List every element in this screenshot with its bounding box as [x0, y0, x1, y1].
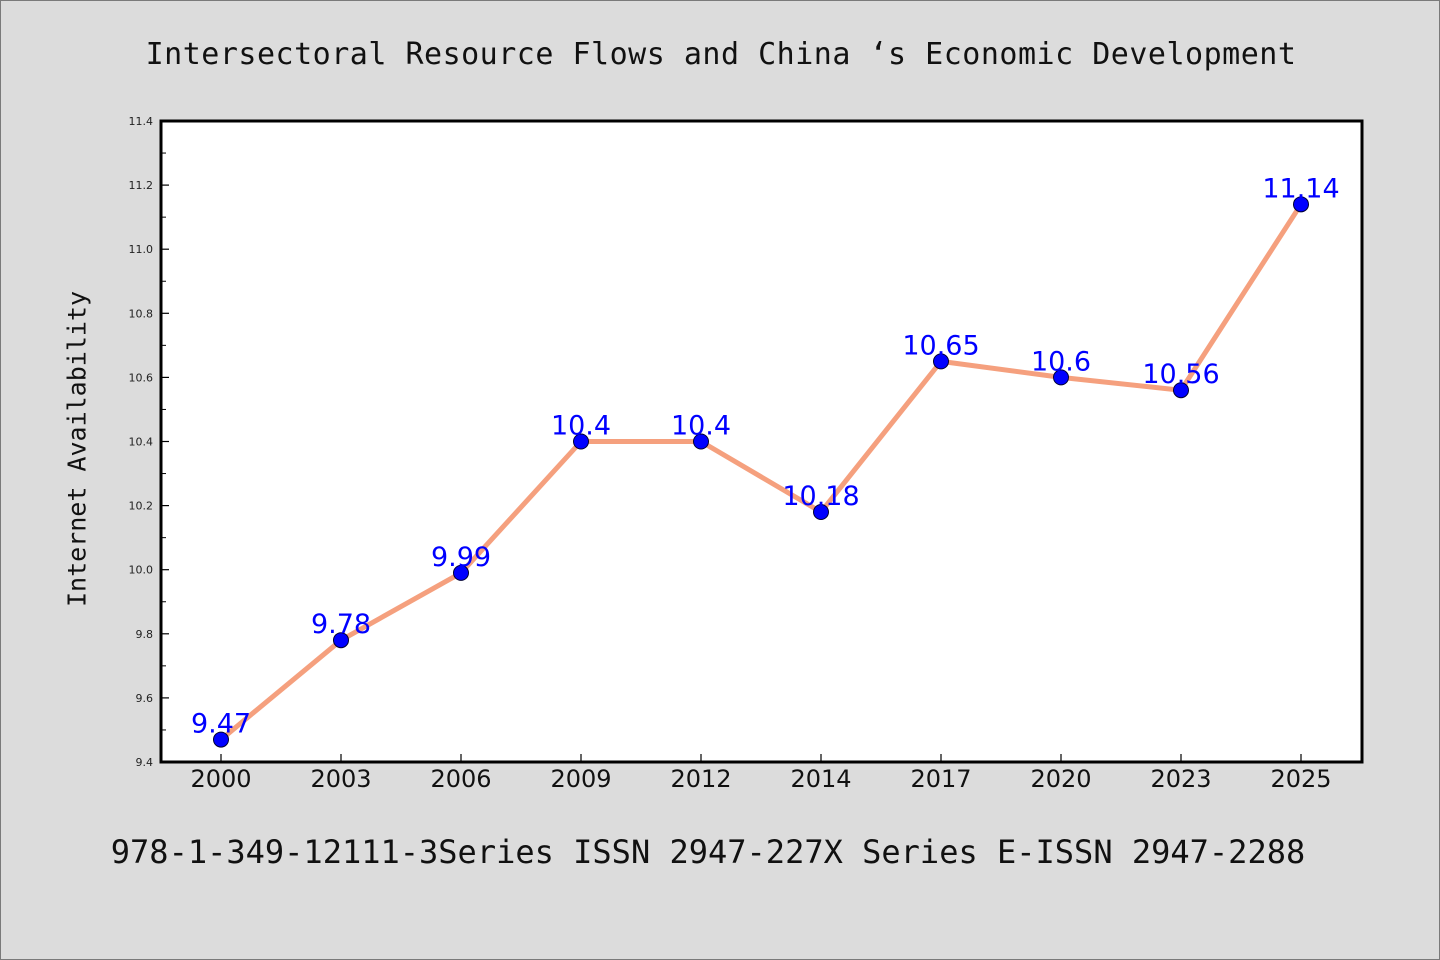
- y-tick-label: 11.0: [129, 243, 154, 256]
- y-tick-label: 10.0: [129, 564, 154, 577]
- x-tick-label: 2000: [190, 765, 251, 793]
- data-point-marker: [1293, 196, 1309, 213]
- data-point-label: 9.47: [191, 709, 251, 740]
- data-point-marker: [1173, 382, 1189, 399]
- data-point-label: 10.6: [1031, 346, 1091, 377]
- plot-area: [159, 119, 1364, 764]
- data-point-label: 10.4: [671, 411, 731, 442]
- x-tick-label: 2020: [1030, 765, 1091, 793]
- data-point-label: 10.4: [551, 411, 611, 442]
- data-point-marker: [453, 564, 469, 581]
- data-point-marker: [213, 731, 229, 748]
- y-tick-label: 10.2: [129, 500, 154, 513]
- y-tick-label: 10.8: [129, 307, 154, 320]
- y-tick-label: 9.4: [136, 756, 154, 769]
- x-tick-label: 2014: [790, 765, 851, 793]
- data-labels: 9.47 9.78 9.99 10.4 10.4 10.18 10.65 10.6 10.56 1…: [191, 173, 1340, 739]
- x-tick-label: 2012: [670, 765, 731, 793]
- data-point-label: 11.14: [1262, 173, 1339, 204]
- data-point-marker: [573, 433, 589, 450]
- series-group: [213, 196, 1309, 748]
- series-line: [218, 201, 1304, 743]
- data-point-label: 9.78: [311, 609, 371, 640]
- data-point-label: 10.18: [782, 481, 859, 512]
- data-point-label: 10.56: [1142, 359, 1219, 390]
- data-point-marker: [693, 433, 709, 450]
- y-tick-label: 9.6: [136, 692, 154, 705]
- data-point-label: 10.65: [902, 330, 979, 361]
- x-axis: 2000 2003 2006 2009 2012 2014 2017 2020 2023 2025: [190, 754, 1332, 793]
- footer-isbn-issn: 978-1-349-12111-3Series ISSN 2947-227X S…: [110, 833, 1306, 871]
- x-tick-label: 2003: [310, 765, 371, 793]
- y-tick-label: 9.8: [136, 628, 154, 641]
- x-tick-label: 2025: [1270, 765, 1331, 793]
- data-point-marker: [933, 353, 949, 370]
- data-point-label: 9.99: [431, 542, 491, 573]
- x-tick-label: 2006: [430, 765, 491, 793]
- data-point-marker: [813, 504, 829, 521]
- data-point-marker: [333, 632, 349, 649]
- y-tick-label: 11.2: [129, 179, 154, 192]
- x-tick-label: 2017: [910, 765, 971, 793]
- y-tick-label: 10.6: [129, 371, 154, 384]
- data-point-marker: [1053, 369, 1069, 386]
- y-tick-label: 10.4: [129, 436, 154, 449]
- chart-title: Intersectoral Resource Flows and China ‘…: [145, 37, 1297, 72]
- y-tick-label: 11.4: [129, 115, 154, 128]
- x-tick-label: 2023: [1150, 765, 1211, 793]
- y-axis: 9.4 9.6 9.8 10.0 10.2 10.4 10.6 10.8 11.0 11.2 11.…: [129, 115, 169, 769]
- x-tick-label: 2009: [550, 765, 611, 793]
